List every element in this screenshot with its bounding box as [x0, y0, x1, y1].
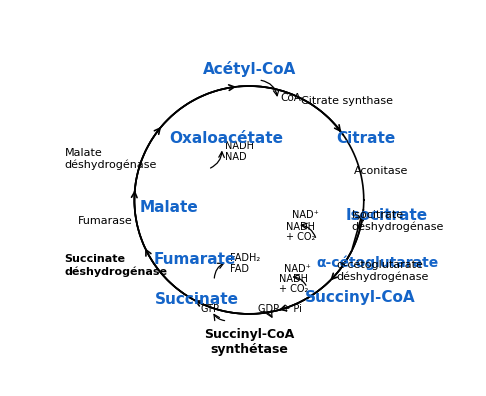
Text: CoA: CoA [280, 93, 301, 103]
Text: Succinate
déshydrogénase: Succinate déshydrogénase [65, 254, 168, 276]
Text: Aconitase: Aconitase [354, 166, 408, 176]
Text: α-cétoglutarate
déshydrogénase: α-cétoglutarate déshydrogénase [336, 259, 428, 282]
Text: FAD: FAD [230, 263, 249, 274]
Text: Succinyl-CoA
synthétase: Succinyl-CoA synthétase [204, 327, 294, 356]
Text: Succinate: Succinate [155, 292, 238, 307]
Text: Citrate: Citrate [336, 131, 395, 146]
Text: NADH: NADH [286, 222, 315, 232]
Text: + CO₂: + CO₂ [278, 284, 308, 293]
Text: Oxaloacétate: Oxaloacétate [169, 131, 283, 146]
Text: GDP + Pi: GDP + Pi [259, 304, 302, 314]
Text: Acétyl-CoA: Acétyl-CoA [203, 61, 295, 77]
Text: Malate: Malate [140, 200, 199, 215]
Text: Isocitrate: Isocitrate [346, 208, 428, 223]
Text: Citrate synthase: Citrate synthase [301, 96, 393, 107]
Text: NAD⁺: NAD⁺ [284, 263, 311, 274]
Text: GTP: GTP [201, 304, 220, 314]
Text: FADH₂: FADH₂ [230, 253, 260, 263]
Text: NAD: NAD [225, 152, 247, 162]
Text: α-cétoglutarate: α-cétoglutarate [316, 255, 439, 270]
Text: Fumarase: Fumarase [78, 216, 133, 226]
Text: NAD⁺: NAD⁺ [292, 210, 319, 221]
Text: Fumarate: Fumarate [154, 251, 236, 267]
Text: Succinyl-CoA: Succinyl-CoA [305, 290, 416, 305]
Text: Malate
déshydrogénase: Malate déshydrogénase [65, 148, 157, 170]
Text: NADH: NADH [278, 274, 308, 284]
Text: Isocitrate
déshydrogénase: Isocitrate déshydrogénase [351, 209, 444, 232]
Text: NADH: NADH [225, 141, 254, 151]
Text: + CO₂: + CO₂ [286, 232, 315, 242]
